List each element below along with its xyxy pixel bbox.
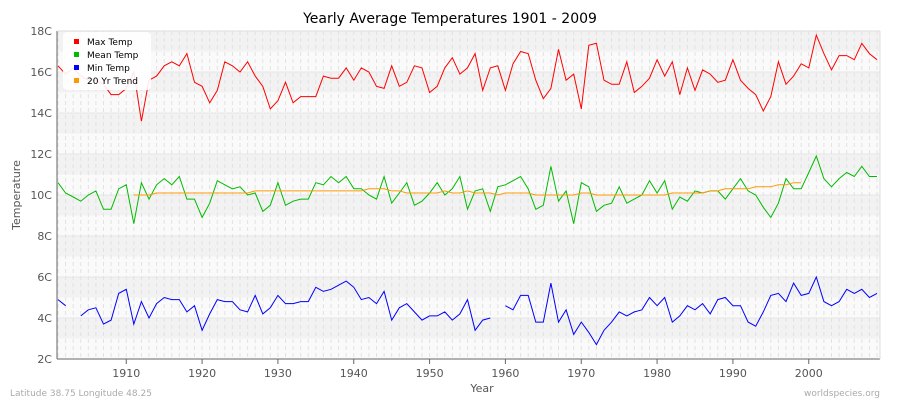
legend-swatch <box>74 65 79 70</box>
legend-swatch <box>74 39 79 44</box>
x-tick-label: 1970 <box>567 367 595 380</box>
chart-title: Yearly Average Temperatures 1901 - 2009 <box>302 11 597 27</box>
x-tick-label: 1910 <box>112 367 140 380</box>
legend-label: Min Temp <box>87 64 130 74</box>
x-tick-label: 1960 <box>491 367 519 380</box>
series-line-min-temp <box>80 280 491 332</box>
x-tick-label: 2000 <box>795 367 823 380</box>
legend-label: Mean Temp <box>87 51 139 61</box>
x-tick-label: 1920 <box>188 367 216 380</box>
footer-location: Latitude 38.75 Longitude 48.25 <box>10 389 152 399</box>
y-tick-label: 16C <box>30 66 52 79</box>
grid-band <box>57 195 880 216</box>
series-line-min-temp <box>505 275 878 346</box>
legend-box <box>63 32 151 90</box>
x-tick-label: 1940 <box>340 367 368 380</box>
footer-source: worldspecies.org <box>804 389 880 399</box>
y-tick-label: 14C <box>30 107 52 120</box>
y-tick-label: 8C <box>37 230 52 243</box>
grid-band <box>57 72 880 93</box>
y-axis-label: Temperature <box>10 160 23 231</box>
series-line-20-yr-trend <box>133 182 802 196</box>
x-tick-label: 1980 <box>643 367 671 380</box>
series-line-min-temp <box>57 299 66 307</box>
grid-band <box>57 154 880 175</box>
y-tick-label: 2C <box>37 353 52 366</box>
grid-band <box>57 31 880 52</box>
series-line-mean-temp <box>57 154 877 224</box>
legend-swatch <box>74 52 79 57</box>
x-tick-label: 1950 <box>416 367 444 380</box>
legend-label: 20 Yr Trend <box>87 77 138 87</box>
series-line-max-temp <box>57 33 878 122</box>
legend-swatch <box>74 78 79 83</box>
y-tick-label: 18C <box>30 25 52 38</box>
x-tick-label: 1930 <box>264 367 292 380</box>
y-tick-label: 4C <box>37 312 52 325</box>
x-tick-label: 1990 <box>719 367 747 380</box>
legend: Max Temp Mean Temp Min Temp 20 Yr Trend <box>63 32 151 90</box>
legend-label: Max Temp <box>87 38 133 48</box>
y-tick-label: 12C <box>30 148 52 161</box>
grid-band <box>57 113 880 134</box>
grid-band <box>57 277 880 298</box>
grid-band <box>57 236 880 257</box>
x-axis-label: Year <box>469 382 494 395</box>
grid-band <box>57 318 880 339</box>
y-tick-label: 10C <box>30 189 52 202</box>
y-tick-label: 6C <box>37 271 52 284</box>
